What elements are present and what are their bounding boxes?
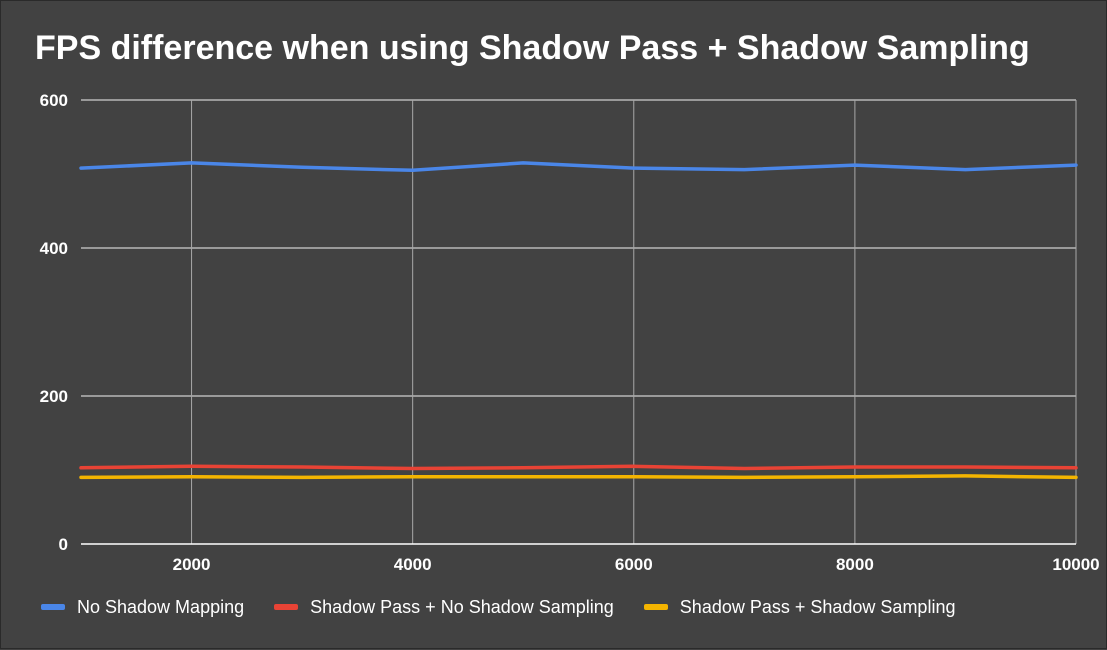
legend-label: Shadow Pass + No Shadow Sampling xyxy=(310,596,614,617)
y-tick-label: 0 xyxy=(59,535,68,554)
y-tick-label: 600 xyxy=(40,91,68,110)
legend-swatch xyxy=(274,604,299,610)
chart-legend: No Shadow Mapping Shadow Pass + No Shado… xyxy=(41,595,955,619)
x-tick-label: 2000 xyxy=(173,555,211,574)
series-line-2 xyxy=(79,474,1078,480)
x-tick-label: 4000 xyxy=(394,555,432,574)
legend-label: No Shadow Mapping xyxy=(77,596,245,617)
legend-item-no-shadow-mapping[interactable]: No Shadow Mapping xyxy=(41,597,244,618)
y-tick-label: 200 xyxy=(40,387,68,406)
y-tick-label: 400 xyxy=(40,239,68,258)
legend-item-shadow-pass-shadow-sampling[interactable]: Shadow Pass + Shadow Sampling xyxy=(643,596,956,618)
x-tick-label: 6000 xyxy=(615,555,653,574)
legend-swatch xyxy=(41,604,65,610)
legend-swatch xyxy=(643,604,668,610)
legend-item-shadow-pass-no-sampling[interactable]: Shadow Pass + No Shadow Sampling xyxy=(274,597,614,618)
series-line-1 xyxy=(79,464,1078,471)
x-tick-label: 8000 xyxy=(836,555,874,574)
x-tick-label: 10000 xyxy=(1052,555,1099,574)
chart-title: FPS difference when using Shadow Pass + … xyxy=(35,29,1030,67)
series-line-0 xyxy=(79,161,1078,173)
legend-label: Shadow Pass + Shadow Sampling xyxy=(679,596,956,617)
